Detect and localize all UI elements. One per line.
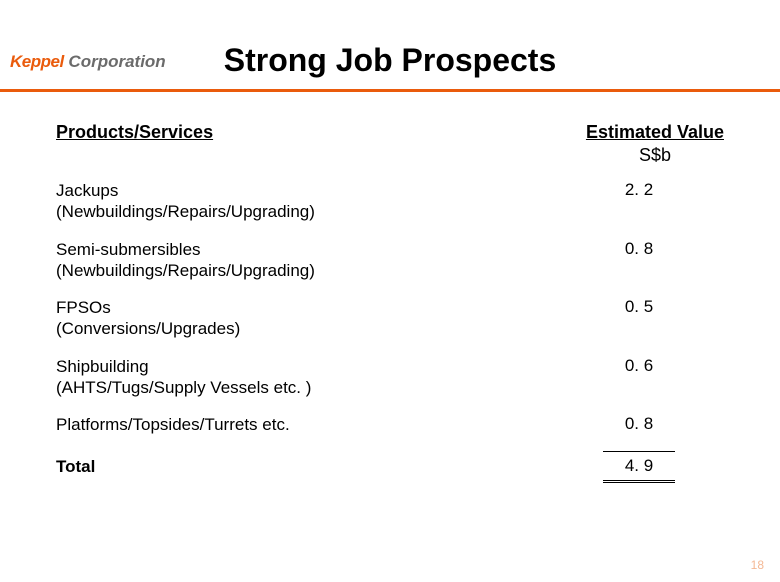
header-products: Products/Services xyxy=(56,122,213,143)
row-value: 0. 8 xyxy=(554,239,724,259)
header-value-title: Estimated Value xyxy=(586,122,724,143)
table-row: Platforms/Topsides/Turrets etc. 0. 8 xyxy=(56,414,724,435)
table-row: Jackups (Newbuildings/Repairs/Upgrading)… xyxy=(56,180,724,223)
table-row: Semi-submersibles (Newbuildings/Repairs/… xyxy=(56,239,724,282)
row-label: Platforms/Topsides/Turrets etc. xyxy=(56,414,290,435)
table-row: Shipbuilding (AHTS/Tugs/Supply Vessels e… xyxy=(56,356,724,399)
total-value: 4. 9 xyxy=(603,451,675,483)
content-area: Products/Services Estimated Value S$b Ja… xyxy=(0,92,780,483)
header-value: Estimated Value S$b xyxy=(586,122,724,166)
row-value: 0. 8 xyxy=(554,414,724,434)
row-label: Shipbuilding (AHTS/Tugs/Supply Vessels e… xyxy=(56,356,311,399)
total-value-wrap: 4. 9 xyxy=(554,451,724,483)
page-number: 18 xyxy=(751,558,764,572)
header-value-sub: S$b xyxy=(586,145,724,166)
row-label: Jackups (Newbuildings/Repairs/Upgrading) xyxy=(56,180,315,223)
row-value: 0. 6 xyxy=(554,356,724,376)
table-header-row: Products/Services Estimated Value S$b xyxy=(56,122,724,166)
row-label: FPSOs (Conversions/Upgrades) xyxy=(56,297,240,340)
brand-name-2: Corporation xyxy=(64,52,166,71)
brand-logo: Keppel Corporation xyxy=(10,52,166,72)
table-row: FPSOs (Conversions/Upgrades) 0. 5 xyxy=(56,297,724,340)
brand-name-1: Keppel xyxy=(10,52,64,71)
row-label: Semi-submersibles (Newbuildings/Repairs/… xyxy=(56,239,315,282)
row-value: 2. 2 xyxy=(554,180,724,200)
total-row: Total 4. 9 xyxy=(56,451,724,483)
total-label: Total xyxy=(56,457,95,477)
row-value: 0. 5 xyxy=(554,297,724,317)
